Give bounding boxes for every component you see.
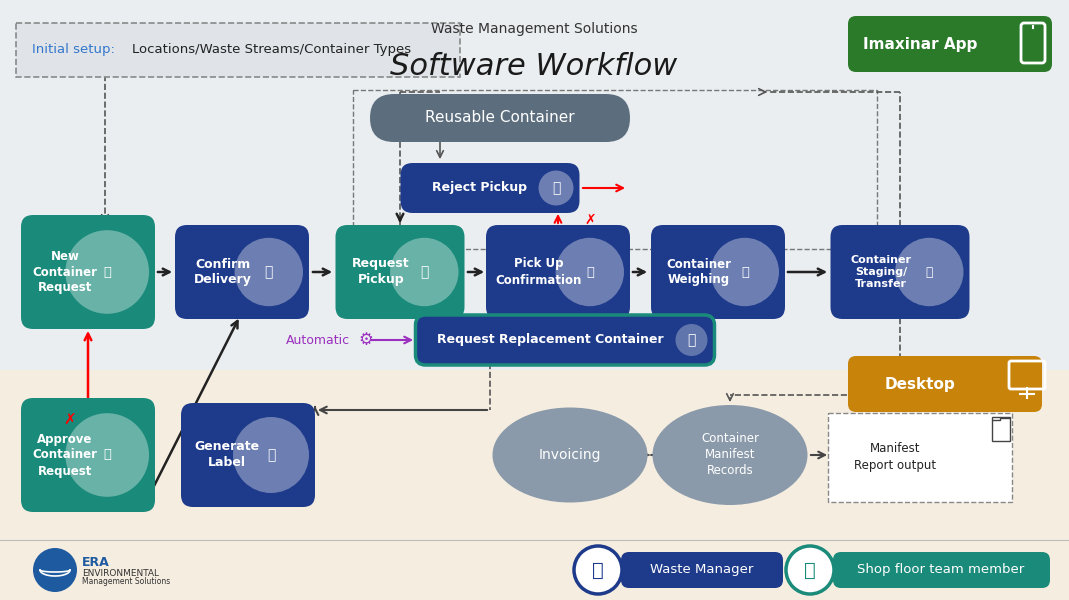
Text: Shop floor team member: Shop floor team member: [857, 563, 1024, 577]
FancyBboxPatch shape: [336, 225, 465, 319]
FancyBboxPatch shape: [621, 552, 783, 588]
Circle shape: [895, 238, 963, 306]
Text: ⛹: ⛹: [592, 560, 604, 580]
Text: Pick Up
Confirmation: Pick Up Confirmation: [496, 257, 583, 286]
Circle shape: [786, 546, 834, 594]
Text: Initial setup:: Initial setup:: [32, 43, 114, 56]
Text: ⛹: ⛹: [687, 333, 696, 347]
FancyBboxPatch shape: [21, 398, 155, 512]
Text: Management Solutions: Management Solutions: [82, 577, 170, 587]
Text: ⛹: ⛹: [586, 265, 593, 278]
FancyBboxPatch shape: [416, 315, 714, 365]
Text: ⛹: ⛹: [804, 560, 816, 580]
FancyBboxPatch shape: [0, 370, 1069, 600]
Text: ⛹: ⛹: [104, 265, 111, 278]
Text: ENVIRONMENTAL: ENVIRONMENTAL: [82, 569, 159, 577]
FancyBboxPatch shape: [181, 403, 315, 507]
Ellipse shape: [652, 405, 807, 505]
Text: Request Replacement Container: Request Replacement Container: [437, 334, 663, 346]
FancyBboxPatch shape: [992, 417, 1010, 441]
Text: ⛹: ⛹: [926, 265, 933, 278]
Text: Imaxinar App: Imaxinar App: [863, 37, 977, 52]
FancyBboxPatch shape: [828, 413, 1012, 502]
Circle shape: [556, 238, 624, 306]
Text: Confirm
Delivery: Confirm Delivery: [193, 257, 252, 286]
Ellipse shape: [493, 407, 648, 503]
Circle shape: [65, 413, 149, 497]
Text: Generate
Label: Generate Label: [195, 440, 260, 469]
FancyBboxPatch shape: [848, 16, 1052, 72]
FancyBboxPatch shape: [175, 225, 309, 319]
Circle shape: [65, 230, 149, 314]
Text: ⛹: ⛹: [104, 449, 111, 461]
Circle shape: [676, 324, 708, 356]
Text: Invoicing: Invoicing: [539, 448, 601, 462]
Text: Container
Staging/
Transfer: Container Staging/ Transfer: [851, 254, 912, 289]
Text: Request
Pickup: Request Pickup: [352, 257, 409, 286]
Text: Waste Management Solutions: Waste Management Solutions: [431, 22, 637, 36]
Text: ⛹: ⛹: [265, 265, 273, 279]
FancyBboxPatch shape: [848, 356, 1042, 412]
Text: Approve
Container
Request: Approve Container Request: [32, 433, 97, 478]
Text: Container
Manifest
Records: Container Manifest Records: [701, 433, 759, 478]
Text: Reusable Container: Reusable Container: [425, 110, 575, 125]
FancyBboxPatch shape: [651, 225, 785, 319]
FancyBboxPatch shape: [833, 552, 1050, 588]
Circle shape: [574, 546, 622, 594]
Text: ⚙: ⚙: [358, 331, 373, 349]
FancyBboxPatch shape: [16, 23, 460, 77]
FancyBboxPatch shape: [401, 163, 579, 213]
Text: New
Container
Request: New Container Request: [32, 250, 97, 295]
Text: ERA: ERA: [82, 556, 110, 569]
Text: Automatic: Automatic: [285, 334, 350, 346]
Circle shape: [234, 238, 303, 306]
Circle shape: [390, 238, 459, 306]
FancyBboxPatch shape: [21, 215, 155, 329]
Circle shape: [33, 548, 77, 592]
Text: Manifest
Report output: Manifest Report output: [854, 442, 936, 472]
FancyBboxPatch shape: [370, 94, 630, 142]
Text: ⛹: ⛹: [267, 448, 275, 462]
Text: ✗: ✗: [584, 213, 595, 227]
FancyBboxPatch shape: [486, 225, 630, 319]
Circle shape: [539, 170, 573, 205]
Text: ⛹: ⛹: [741, 265, 748, 278]
Text: Reject Pickup: Reject Pickup: [432, 181, 527, 194]
Text: ✗: ✗: [64, 413, 76, 427]
Text: ⛹: ⛹: [552, 181, 560, 195]
Circle shape: [711, 238, 779, 306]
Text: ⛹: ⛹: [420, 265, 429, 279]
Text: Desktop: Desktop: [885, 377, 956, 391]
Text: Waste Manager: Waste Manager: [650, 563, 754, 577]
Text: Locations/Waste Streams/Container Types: Locations/Waste Streams/Container Types: [131, 43, 412, 56]
Text: Software Workflow: Software Workflow: [390, 52, 678, 81]
Text: Container
Weighing: Container Weighing: [666, 257, 731, 286]
FancyBboxPatch shape: [831, 225, 970, 319]
Circle shape: [233, 417, 309, 493]
